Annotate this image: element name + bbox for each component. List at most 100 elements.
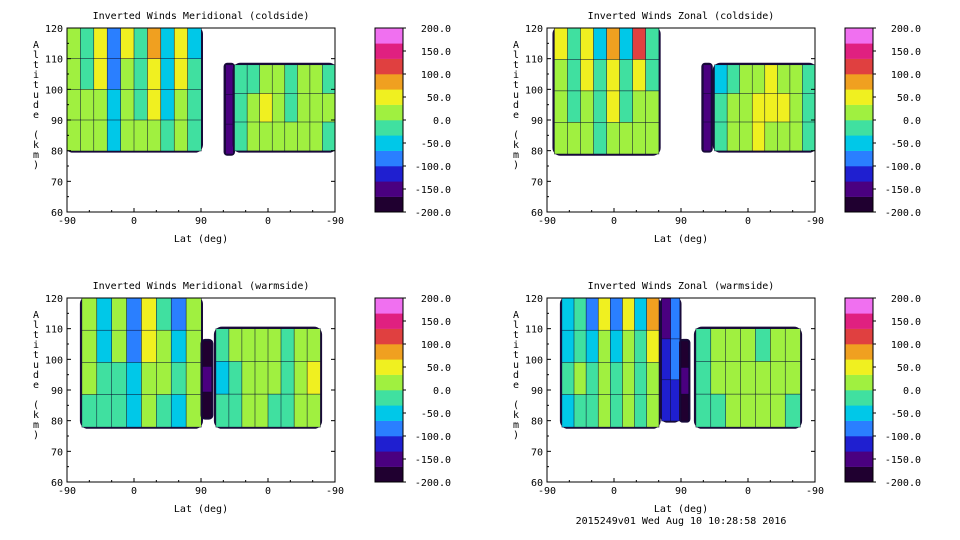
heatmap-cell — [622, 394, 636, 428]
y-tick-label: 100 — [45, 355, 63, 366]
heatmap-cell — [280, 328, 295, 362]
heatmap-cell — [120, 28, 135, 60]
heatmap-cell — [322, 121, 335, 152]
heatmap-cell — [610, 394, 623, 428]
colorbar-tick-label: 200.0 — [421, 294, 451, 305]
heatmap-cell — [93, 28, 108, 60]
heatmap-cell — [580, 90, 595, 123]
heatmap-cell — [784, 361, 801, 395]
data-region — [552, 28, 661, 156]
heatmap-cell — [554, 59, 568, 92]
y-tick-label: 120 — [45, 24, 63, 35]
heatmap-cell — [147, 28, 162, 60]
heatmap-cell — [764, 121, 778, 152]
heatmap-cell — [160, 119, 175, 152]
colorbar-tick-label: -100.0 — [885, 162, 921, 173]
colorbar: 200.0 150.0 100.0 50.0 0.0 -50.0 -100.0 -150.0 -… — [374, 294, 451, 489]
heatmap-cell — [215, 328, 230, 362]
heatmap-cell — [126, 298, 143, 331]
heatmap-cell — [81, 329, 98, 363]
x-tick-label: -90 — [58, 216, 76, 227]
colorbar-swatch — [845, 298, 873, 314]
colorbar-swatch — [845, 420, 873, 437]
data-region — [213, 326, 323, 429]
colorbar-tick-label: -100.0 — [415, 432, 451, 443]
heatmap-cell — [185, 394, 202, 428]
colorbar-swatch — [845, 150, 873, 167]
colorbar-tick-label: 50.0 — [427, 93, 451, 104]
plot-area — [67, 28, 335, 156]
heatmap-cell — [81, 362, 98, 396]
heatmap-cell — [670, 379, 681, 422]
plot-area — [559, 298, 803, 429]
heatmap-cell — [567, 122, 582, 155]
heatmap-cell — [770, 361, 786, 395]
heatmap-cell — [259, 121, 273, 152]
heatmap-cell — [597, 329, 611, 363]
colorbar-tick-label: -200.0 — [885, 208, 921, 219]
x-axis-label: Lat (deg) — [654, 504, 708, 515]
heatmap-cell — [67, 58, 81, 90]
colorbar-swatch — [375, 374, 403, 391]
panel-title: Inverted Winds Meridional (coldside) — [93, 11, 310, 22]
data-region — [559, 298, 661, 429]
heatmap-cell — [271, 93, 286, 123]
colorbar-tick-label: -200.0 — [885, 478, 921, 489]
heatmap-cell — [755, 393, 771, 428]
heatmap-cell — [297, 64, 311, 94]
colorbar-swatch — [375, 166, 403, 182]
heatmap-cell — [228, 328, 243, 362]
heatmap-cell — [770, 393, 786, 428]
colorbar-tick-label: -100.0 — [885, 432, 921, 443]
plot-area — [79, 298, 323, 429]
heatmap-cell — [764, 93, 778, 123]
heatmap-cell — [680, 393, 689, 422]
colorbar-swatch — [845, 43, 873, 59]
heatmap-cell — [93, 119, 108, 152]
heatmap-cell — [271, 121, 286, 152]
colorbar-tick-label: 0.0 — [433, 386, 451, 397]
heatmap-cell — [111, 394, 128, 428]
heatmap-cell — [234, 121, 248, 152]
y-tick-label: 110 — [45, 325, 63, 336]
heatmap-cell — [246, 121, 261, 152]
heatmap-cell — [597, 298, 611, 331]
heatmap-cell — [126, 394, 143, 428]
heatmap-cell — [725, 361, 742, 395]
colorbar-tick-label: 100.0 — [891, 70, 921, 81]
x-tick-label: 0 — [611, 486, 617, 497]
y-tick-label: 100 — [45, 85, 63, 96]
heatmap-cell — [106, 28, 122, 60]
heatmap-cell — [133, 89, 148, 121]
heatmap-cell — [170, 362, 187, 396]
heatmap-cell — [147, 119, 162, 152]
plot-area — [552, 28, 815, 156]
y-tick-label: 60 — [531, 208, 543, 219]
heatmap-cell — [646, 298, 660, 331]
colorbar-tick-label: 150.0 — [421, 317, 451, 328]
heatmap-cell — [645, 90, 660, 123]
y-tick-label: 70 — [531, 447, 543, 458]
heatmap-cell — [170, 394, 187, 428]
heatmap-cell — [96, 329, 113, 363]
heatmap-cell — [81, 394, 98, 428]
colorbar-swatch — [845, 405, 873, 421]
x-tick-label: 90 — [675, 486, 687, 497]
heatmap-cell — [645, 122, 660, 155]
y-tick-label: 110 — [525, 325, 543, 336]
heatmap-cell — [710, 361, 727, 395]
heatmap-cell — [141, 329, 157, 363]
colorbar-swatch — [845, 135, 873, 151]
panel-zonal-coldside: Inverted Winds Zonal (coldside) -90 0 90 0 -… — [513, 11, 921, 245]
colorbar-swatch — [845, 328, 873, 345]
heatmap-cell — [187, 58, 202, 90]
panel-meridional-warmside: Inverted Winds Meridional (warmside) -90… — [33, 281, 451, 515]
heatmap-cell — [246, 64, 261, 94]
colorbar-tick-label: -50.0 — [891, 409, 921, 420]
heatmap-cell — [141, 394, 157, 428]
heatmap-cell — [751, 64, 766, 94]
heatmap-cell — [202, 391, 212, 419]
heatmap-cell — [606, 90, 621, 123]
heatmap-cell — [293, 328, 308, 362]
